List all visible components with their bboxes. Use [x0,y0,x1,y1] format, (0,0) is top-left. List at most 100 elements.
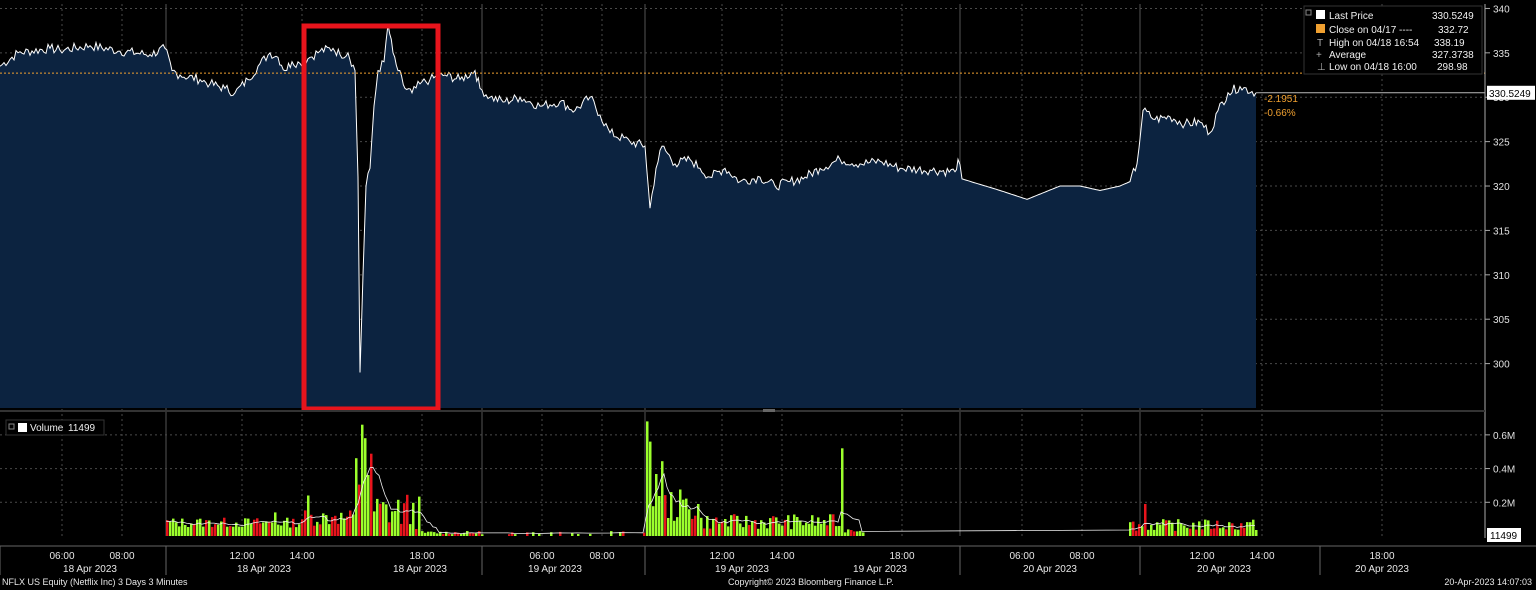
volume-bar [577,534,580,536]
legend-high-label: High on 04/18 16:54 [1329,38,1420,49]
volume-bar [460,534,463,536]
price-tick-label: 305 [1493,315,1510,326]
volume-tick-label: 0.4M [1493,465,1515,476]
volume-bar [1165,520,1168,536]
volume-bar [1231,523,1234,536]
volume-bar [397,499,400,536]
time-tick-label: 08:00 [589,551,614,562]
legend-collapse-icon [1305,9,1312,16]
volume-bar [337,523,340,536]
volume-bar [610,531,613,536]
time-tick-label: 06:00 [529,551,554,562]
volume-bar [1228,522,1231,536]
legend-high-value: 338.19 [1434,38,1465,49]
volume-bar [670,492,673,536]
volume-bar [406,494,409,536]
volume-bar [271,522,274,536]
volume-legend-value: 11499 [68,423,96,434]
volume-bar [559,531,562,536]
volume-bar [826,525,829,536]
volume-bar [331,517,334,536]
volume-bar [706,516,709,536]
volume-bar [343,518,346,536]
volume-bar [1141,526,1144,536]
time-tick-label: 06:00 [49,551,74,562]
volume-bar [439,531,442,536]
volume-bar [757,528,760,536]
volume-bar [469,532,472,536]
volume-bar [478,531,481,536]
volume-bar [1252,519,1255,536]
volume-bar [334,515,337,536]
volume-bar [508,534,511,536]
volume-bar [790,529,793,536]
volume-bar [793,514,796,536]
volume-bar [193,524,196,536]
volume-bar [184,525,187,536]
volume-bar [415,529,418,536]
volume-legend-swatch [18,423,27,432]
volume-bar [358,484,361,536]
volume-bar [178,526,181,536]
volume-bar [217,524,220,536]
volume-bar [226,526,229,536]
volume-bar [856,531,859,536]
volume-bar [682,499,685,536]
volume-legend-collapse-icon [8,423,15,430]
volume-bar [265,521,268,536]
volume-bar [319,524,322,536]
footer: NFLX US Equity (Netflix Inc) 3 Days 3 Mi… [0,577,1536,590]
volume-bar [1240,523,1243,536]
date-tick-label: 18 Apr 2023 [237,564,291,575]
volume-bar [361,424,364,536]
volume-bar [475,533,478,536]
volume-bar [838,526,841,536]
volume-bar [424,532,427,536]
volume-bar [1192,522,1195,536]
volume-tag: 11499 [1490,531,1518,542]
volume-bar [661,461,664,536]
volume-bar [730,515,733,536]
date-tick-label: 18 Apr 2023 [393,564,447,575]
footer-timestamp: 20-Apr-2023 14:07:03 [1444,577,1532,587]
volume-bar [1195,529,1198,536]
volume-bar [172,518,175,536]
volume-bar [442,534,445,536]
volume-bar [166,520,169,536]
volume-bar [205,520,208,536]
volume-bar [1249,522,1252,536]
panel-resize-handle [763,409,775,412]
volume-bar [247,518,250,536]
volume-bar [364,438,367,536]
volume-bar [301,519,304,536]
volume-bar [811,515,814,536]
highlight-box [301,23,441,412]
volume-bar [304,510,307,536]
high-icon: T [1317,38,1323,49]
volume-bar [388,522,391,536]
volume-bar [859,530,862,536]
time-tick-label: 14:00 [769,551,794,562]
volume-average-line [165,466,1256,534]
volume-bar [685,498,688,536]
volume-bar [283,520,286,536]
volume-bar [1144,504,1147,536]
volume-bar [1180,523,1183,536]
volume-bar [805,522,808,536]
volume-bar [1237,529,1240,536]
volume-bar [1153,529,1156,536]
volume-bar [235,522,238,536]
time-tick-label: 12:00 [229,551,254,562]
volume-bar [199,518,202,536]
volume-bar [700,517,703,536]
volume-bar [658,496,661,536]
volume-bar [697,504,700,536]
volume-bar [751,521,754,536]
volume-bar [1246,522,1249,536]
volume-bar [538,533,541,536]
volume-bar [367,475,370,536]
volume-bar [514,534,517,536]
time-tick-label: 18:00 [1369,551,1394,562]
volume-bar [769,518,772,536]
volume-bar [721,521,724,536]
